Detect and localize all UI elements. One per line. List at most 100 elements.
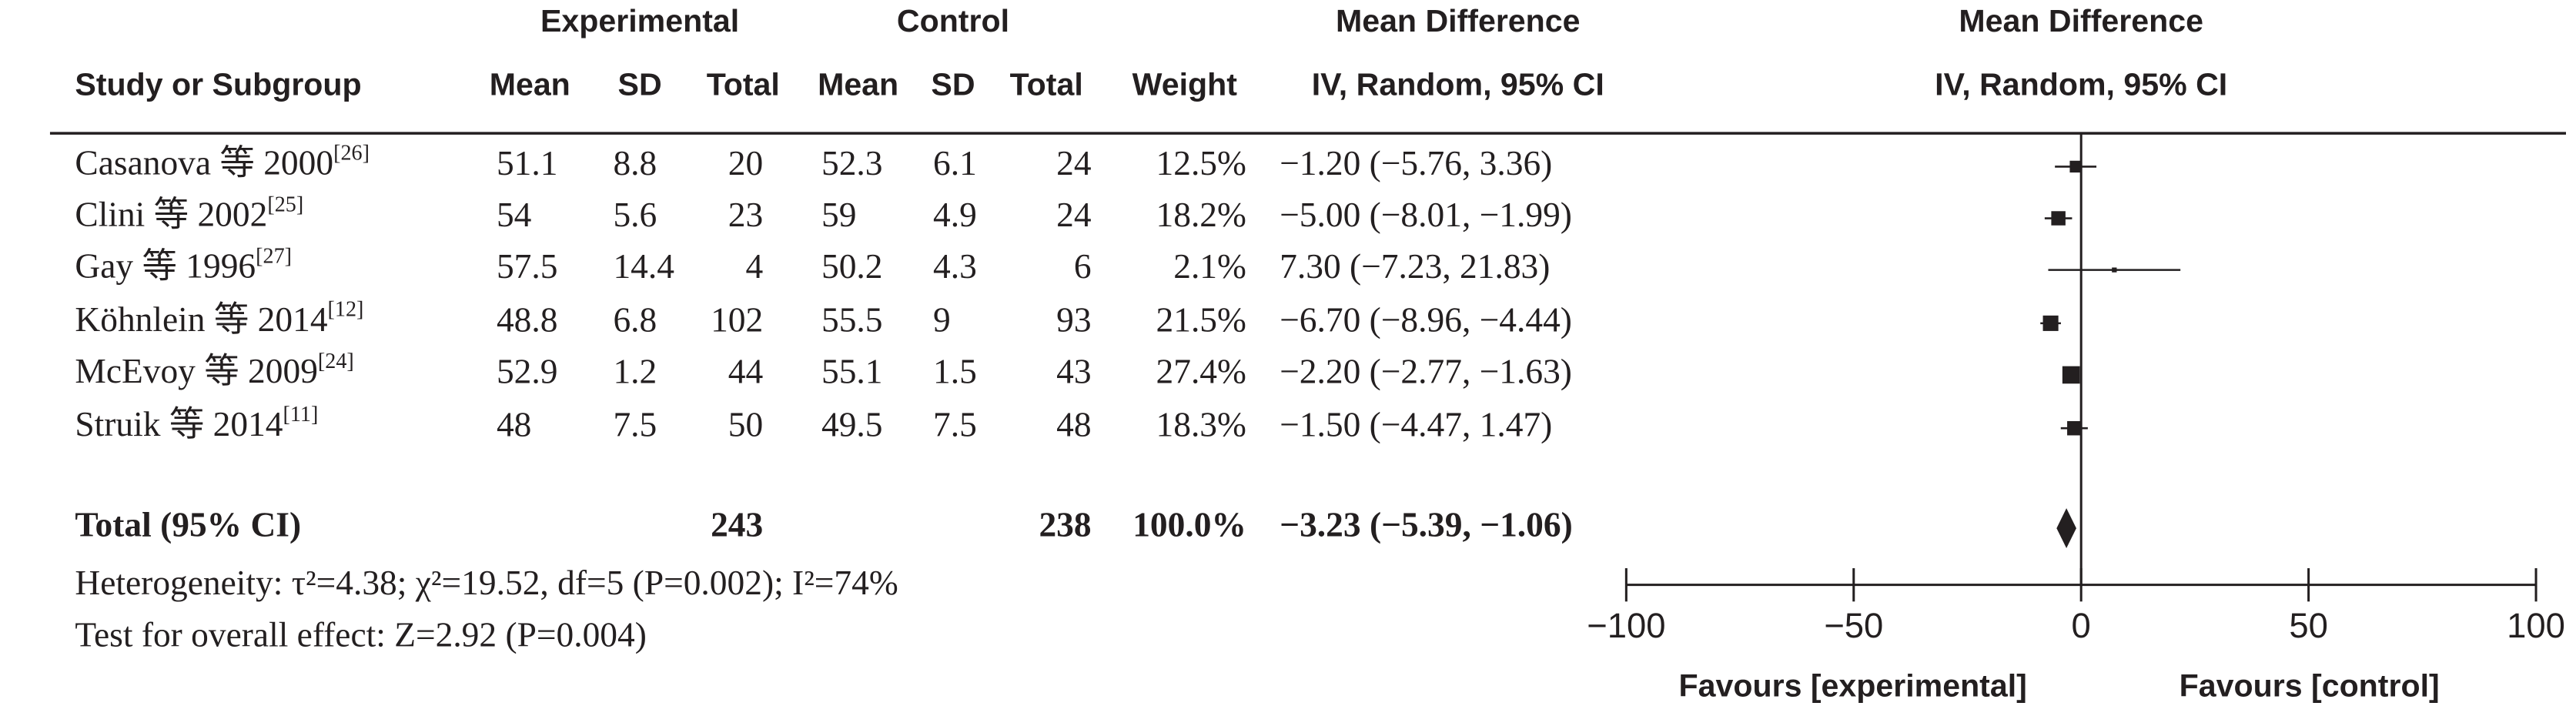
mean-difference: −1.20 (−5.76, 3.36) [1280,144,1552,182]
cell: 102 [711,300,763,339]
cell: 48 [497,406,531,444]
cell: 4.9 [933,196,977,234]
reference: [12] [328,298,364,322]
cell: 48.8 [497,300,558,339]
cell: 44 [728,352,764,390]
cell: 57.5 [497,247,558,286]
reference: [27] [256,245,292,269]
summary-diamond [2056,508,2076,549]
reference: [25] [267,193,303,217]
cell: 20 [728,144,763,182]
cell: 4 [746,247,764,286]
column-header: Mean [818,66,898,102]
cell: 43 [1056,352,1091,390]
mean-difference: −6.70 (−8.96, −4.44) [1280,300,1572,339]
x-tick-label: 100 [2507,606,2565,645]
weight: 12.5% [1156,144,1246,182]
weight: 100.0% [1132,505,1246,544]
group-header: Mean Difference [1336,3,1581,38]
cell: 6.1 [933,144,977,182]
study-name: McEvoy 等 2009[24] [75,350,353,390]
mean-difference: 7.30 (−7.23, 21.83) [1280,247,1550,286]
cell: 49.5 [821,406,883,444]
cell: 14.4 [613,247,674,286]
mean-difference: −2.20 (−2.77, −1.63) [1280,352,1572,390]
cell: 93 [1056,300,1091,339]
study-name: Köhnlein 等 2014[12] [75,298,363,339]
column-header: Study or Subgroup [75,66,361,102]
weight-square [2062,366,2080,384]
study-name-text: Gay 等 1996 [75,247,256,286]
cell: 243 [711,505,763,544]
weight-square [2112,267,2117,273]
cell: 54 [497,196,532,234]
weight-square [2051,211,2066,226]
reference: [24] [318,350,354,373]
cell: 51.1 [497,144,558,182]
cell: 50.2 [821,247,883,286]
study-name-text: Struik 等 2014 [75,406,283,444]
cell: 4.3 [933,247,977,286]
weight-square [2067,420,2082,436]
cell: 52.3 [821,144,883,182]
study-name-text: Casanova 等 2000 [75,144,333,182]
study-name-text: McEvoy 等 2009 [75,352,318,390]
reference: [26] [333,142,370,166]
cell: 23 [728,196,763,234]
group-header: Experimental [540,3,739,38]
mean-difference: −3.23 (−5.39, −1.06) [1280,505,1573,544]
cell: 238 [1039,505,1091,544]
cell: 24 [1056,196,1092,234]
favours-label: Favours [experimental] [1679,668,2027,704]
cell: 1.5 [933,352,977,390]
x-tick-label: 50 [2289,606,2328,645]
mean-difference: −5.00 (−8.01, −1.99) [1280,196,1572,234]
cell: 6 [1074,247,1092,286]
overall-effect: Test for overall effect: Z=2.92 (P=0.004… [75,615,646,654]
column-header: SD [618,66,662,102]
weight: 18.2% [1156,196,1246,234]
cell: 48 [1056,406,1091,444]
weight: 18.3% [1156,406,1246,444]
column-header: SD [931,66,975,102]
cell: 59 [821,196,856,234]
column-header: IV, Random, 95% CI [1935,66,2227,102]
weight-square [2042,315,2059,331]
heterogeneity: Heterogeneity: τ²=4.38; χ²=19.52, df=5 (… [75,564,898,602]
cell: 55.1 [821,352,883,390]
study-name: Struik 等 2014[11] [75,403,318,444]
weight-square [2069,160,2082,173]
group-header: Mean Difference [1959,3,2203,38]
column-header: Mean [490,66,570,102]
column-header: IV, Random, 95% CI [1312,66,1604,102]
cell: 8.8 [613,144,657,182]
cell: 52.9 [497,352,558,390]
weight: 2.1% [1173,247,1246,286]
cell: 1.2 [613,352,657,390]
cell: 24 [1056,144,1092,182]
cell: 6.8 [613,300,657,339]
study-name: Clini 等 2002[25] [75,193,303,234]
weight: 21.5% [1156,300,1246,339]
column-header: Weight [1132,66,1238,102]
column-header: Total [707,66,780,102]
reference: [11] [283,403,319,427]
group-header: Control [897,3,1009,38]
cell: 55.5 [821,300,883,339]
study-name: Casanova 等 2000[26] [75,142,370,182]
study-name-text: Köhnlein 等 2014 [75,300,327,339]
mean-difference: −1.50 (−4.47, 1.47) [1280,406,1552,444]
x-tick-label: −100 [1587,606,1665,645]
study-name: Gay 等 1996[27] [75,245,292,286]
weight: 27.4% [1156,352,1246,390]
cell: 9 [933,300,951,339]
column-header: Total [1010,66,1083,102]
cell: 50 [728,406,763,444]
cell: 7.5 [933,406,977,444]
total-name: Total (95% CI) [75,505,301,544]
study-name-text: Clini 等 2002 [75,196,267,234]
favours-label: Favours [control] [2180,668,2440,704]
x-tick-label: −50 [1824,606,1883,645]
